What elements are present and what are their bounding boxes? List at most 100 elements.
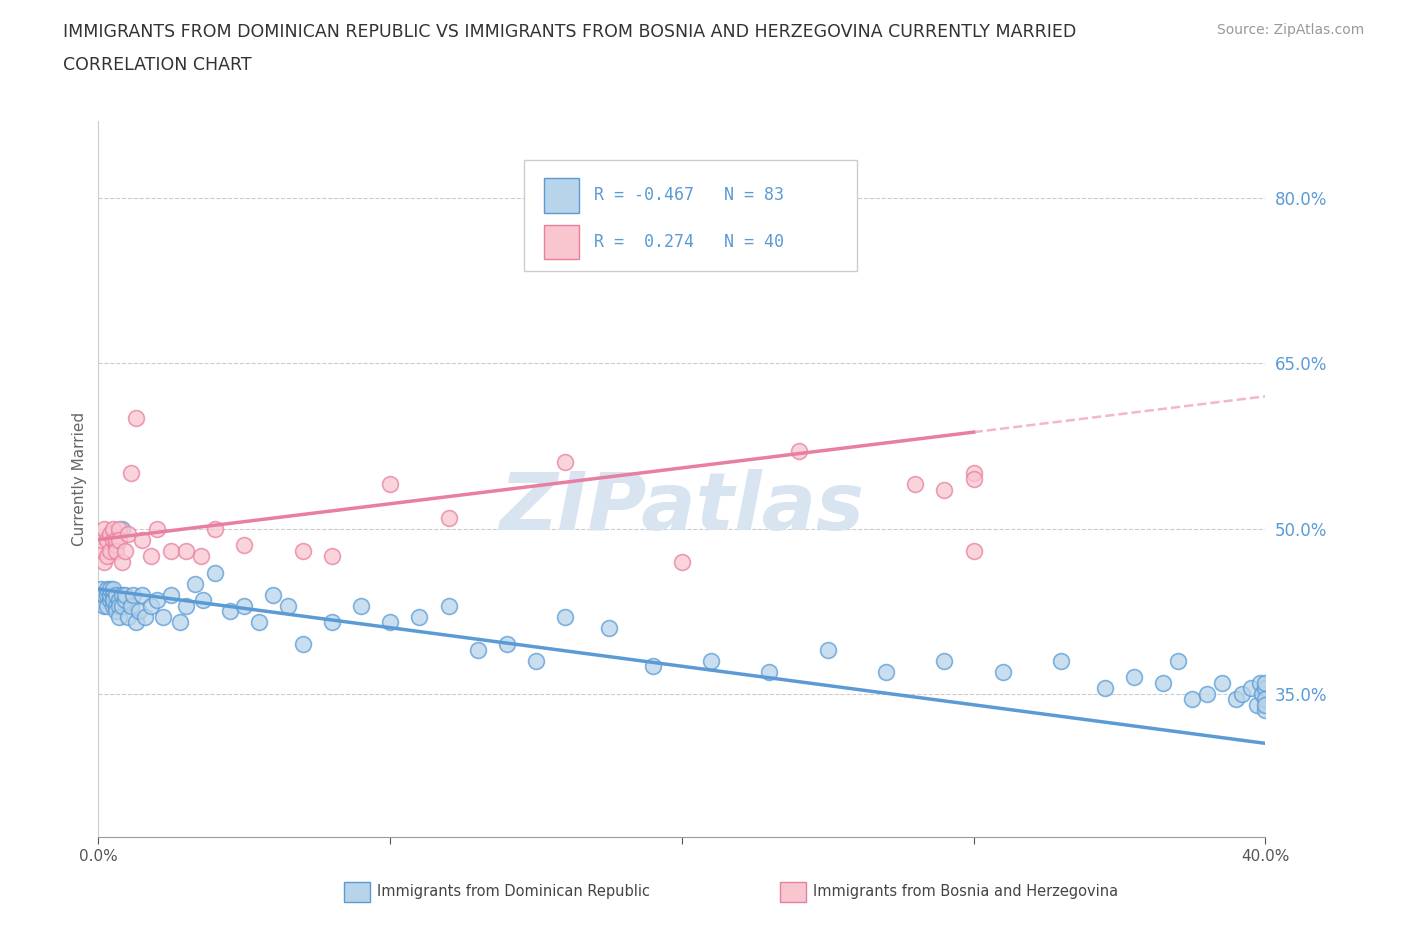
Point	[321, 549, 343, 564]
Point	[554, 609, 576, 624]
Point	[108, 521, 131, 536]
Point	[111, 554, 134, 569]
Point	[496, 637, 519, 652]
Point	[671, 554, 693, 569]
Point	[101, 581, 124, 596]
Point	[700, 653, 723, 668]
Point	[98, 587, 121, 602]
Point	[233, 598, 256, 613]
Point	[108, 598, 131, 613]
Point	[204, 521, 226, 536]
Point	[1254, 675, 1277, 690]
FancyBboxPatch shape	[524, 160, 858, 272]
Point	[104, 543, 127, 558]
Point	[101, 592, 124, 607]
Point	[104, 532, 127, 547]
Point	[96, 581, 118, 596]
Point	[120, 598, 142, 613]
Point	[125, 411, 148, 426]
Point	[598, 620, 620, 635]
Text: R = -0.467   N = 83: R = -0.467 N = 83	[595, 186, 785, 205]
Point	[1254, 703, 1277, 718]
Point	[1123, 670, 1146, 684]
Point	[262, 587, 284, 602]
Point	[139, 549, 162, 564]
Point	[1254, 698, 1277, 712]
Point	[1167, 653, 1189, 668]
Text: CORRELATION CHART: CORRELATION CHART	[63, 56, 252, 73]
Point	[120, 466, 142, 481]
Point	[437, 510, 460, 525]
Point	[114, 587, 136, 602]
Point	[904, 477, 927, 492]
Point	[98, 581, 121, 596]
Point	[93, 598, 115, 613]
Point	[101, 532, 124, 547]
Point	[193, 592, 215, 607]
Point	[641, 658, 664, 673]
Bar	[544, 179, 579, 213]
Point	[131, 532, 153, 547]
Point	[93, 587, 115, 602]
Text: Source: ZipAtlas.com: Source: ZipAtlas.com	[1216, 23, 1364, 37]
Point	[233, 538, 256, 552]
Point	[1152, 675, 1174, 690]
Point	[183, 577, 205, 591]
Text: IMMIGRANTS FROM DOMINICAN REPUBLIC VS IMMIGRANTS FROM BOSNIA AND HERZEGOVINA CUR: IMMIGRANTS FROM DOMINICAN REPUBLIC VS IM…	[63, 23, 1077, 41]
Point	[117, 526, 139, 541]
Point	[437, 598, 460, 613]
Point	[104, 587, 127, 602]
Point	[93, 521, 115, 536]
Point	[1230, 686, 1253, 701]
Point	[787, 444, 810, 458]
Point	[96, 598, 118, 613]
Point	[146, 521, 169, 536]
Point	[96, 549, 118, 564]
Point	[1181, 692, 1204, 707]
Text: ZIPatlas: ZIPatlas	[499, 469, 865, 547]
Point	[1225, 692, 1247, 707]
Point	[104, 604, 127, 618]
Point	[125, 615, 148, 630]
Point	[1246, 698, 1268, 712]
Point	[1254, 692, 1277, 707]
Point	[1211, 675, 1233, 690]
Point	[90, 581, 112, 596]
Point	[114, 592, 136, 607]
Point	[758, 664, 780, 679]
Point	[524, 653, 547, 668]
Point	[101, 521, 124, 536]
Point	[174, 598, 197, 613]
Point	[104, 598, 127, 613]
Point	[1251, 686, 1274, 701]
Point	[291, 543, 314, 558]
Point	[875, 664, 897, 679]
Point	[101, 598, 124, 613]
Point	[160, 543, 183, 558]
Point	[93, 554, 115, 569]
Point	[90, 532, 112, 547]
Point	[350, 598, 373, 613]
Point	[554, 455, 576, 470]
Point	[1195, 686, 1218, 701]
Point	[139, 598, 162, 613]
Point	[218, 604, 240, 618]
Text: Immigrants from Dominican Republic: Immigrants from Dominican Republic	[377, 884, 650, 899]
Point	[408, 609, 430, 624]
Point	[108, 532, 131, 547]
Point	[962, 543, 984, 558]
Y-axis label: Currently Married: Currently Married	[72, 412, 87, 546]
Point	[98, 543, 121, 558]
Point	[277, 598, 299, 613]
Point	[90, 543, 112, 558]
Point	[169, 615, 191, 630]
Point	[991, 664, 1014, 679]
Point	[108, 609, 131, 624]
Point	[817, 643, 839, 658]
Point	[98, 526, 121, 541]
Point	[1240, 681, 1263, 696]
Point	[321, 615, 343, 630]
Point	[380, 615, 402, 630]
Point	[1254, 681, 1277, 696]
Point	[247, 615, 270, 630]
